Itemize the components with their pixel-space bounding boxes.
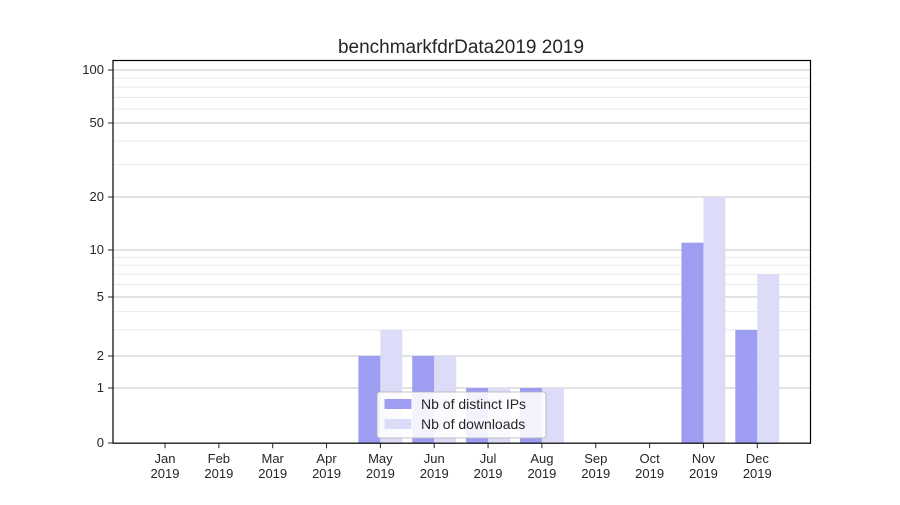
svg-text:Nb of distinct IPs: Nb of distinct IPs xyxy=(421,396,526,412)
svg-text:2019: 2019 xyxy=(151,466,180,481)
svg-text:Oct: Oct xyxy=(639,451,660,466)
svg-text:10: 10 xyxy=(90,242,104,257)
svg-text:2019: 2019 xyxy=(689,466,718,481)
svg-text:100: 100 xyxy=(82,62,104,77)
svg-text:Mar: Mar xyxy=(261,451,284,466)
svg-text:Sep: Sep xyxy=(584,451,607,466)
svg-text:2019: 2019 xyxy=(258,466,287,481)
svg-text:2019: 2019 xyxy=(743,466,772,481)
svg-text:2: 2 xyxy=(97,348,104,363)
svg-text:Nb of downloads: Nb of downloads xyxy=(421,416,525,432)
svg-text:2019: 2019 xyxy=(527,466,556,481)
svg-text:Jun: Jun xyxy=(424,451,445,466)
svg-text:Apr: Apr xyxy=(316,451,337,466)
svg-text:0: 0 xyxy=(97,435,104,450)
svg-text:50: 50 xyxy=(90,115,104,130)
svg-text:1: 1 xyxy=(97,380,104,395)
svg-text:2019: 2019 xyxy=(581,466,610,481)
svg-text:Feb: Feb xyxy=(208,451,230,466)
svg-text:2019: 2019 xyxy=(366,466,395,481)
svg-text:2019: 2019 xyxy=(420,466,449,481)
svg-text:2019: 2019 xyxy=(474,466,503,481)
svg-text:Jan: Jan xyxy=(155,451,176,466)
svg-text:2019: 2019 xyxy=(204,466,233,481)
svg-text:2019: 2019 xyxy=(635,466,664,481)
svg-text:Jul: Jul xyxy=(480,451,497,466)
svg-text:benchmarkfdrData2019 2019: benchmarkfdrData2019 2019 xyxy=(338,37,584,58)
svg-text:Aug: Aug xyxy=(530,451,553,466)
svg-text:May: May xyxy=(368,451,393,466)
svg-text:Nov: Nov xyxy=(692,451,716,466)
svg-text:Dec: Dec xyxy=(746,451,770,466)
svg-text:2019: 2019 xyxy=(312,466,341,481)
svg-text:20: 20 xyxy=(90,189,104,204)
svg-text:5: 5 xyxy=(97,289,104,304)
